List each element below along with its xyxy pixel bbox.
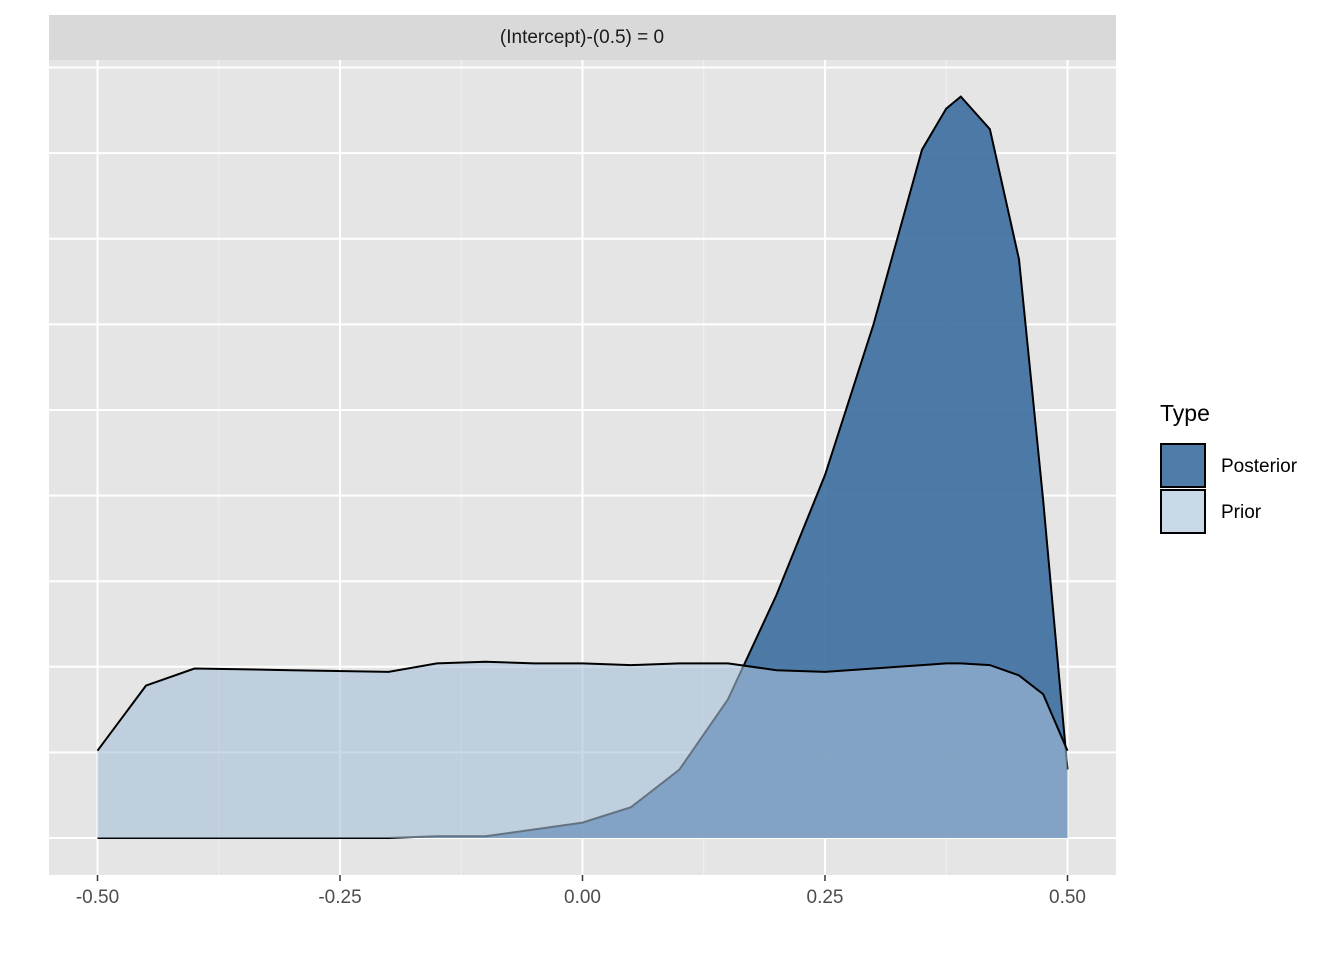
facet-strip bbox=[49, 15, 1116, 60]
x-tick-label: 0.25 bbox=[807, 887, 844, 908]
density-area bbox=[97, 96, 1068, 839]
legend-key bbox=[1160, 489, 1206, 534]
legend-label: Prior bbox=[1221, 502, 1262, 523]
legend-title: Type bbox=[1160, 400, 1210, 426]
plot-area bbox=[96, 95, 1069, 839]
x-tick-label: -0.25 bbox=[318, 887, 361, 908]
x-tick-label: 0.00 bbox=[564, 887, 601, 908]
axes: -0.50 -0.25 0.00 0.25 0.50 bbox=[76, 875, 1086, 908]
density-area bbox=[97, 661, 1068, 839]
legend-label: Posterior bbox=[1221, 456, 1298, 477]
x-tick-label: 0.50 bbox=[1049, 887, 1086, 908]
facet-label: (Intercept)-(0.5) = 0 bbox=[500, 27, 664, 48]
legend: Posterior Prior bbox=[1160, 443, 1298, 534]
density-line bbox=[96, 660, 1069, 752]
x-tick-label: -0.50 bbox=[76, 887, 119, 908]
legend-key bbox=[1160, 443, 1206, 488]
